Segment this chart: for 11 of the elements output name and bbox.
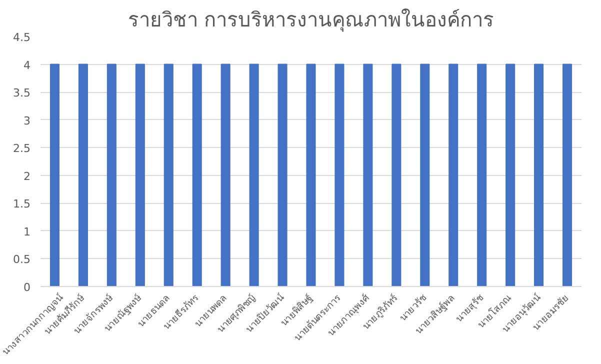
- y-tick-label: 2.5: [13, 142, 31, 156]
- y-tick-label: 0: [24, 281, 30, 294]
- y-tick-label: 4.5: [13, 31, 31, 44]
- y-tick-label: 0.5: [13, 253, 31, 266]
- chart-title: รายวิชา การบริหารงานคุณภาพในองค์การ: [128, 8, 494, 32]
- y-tick-label: 1.5: [13, 198, 31, 211]
- y-tick-label: 3.5: [13, 86, 31, 100]
- y-tick-label: 4: [24, 58, 30, 72]
- y-tick-label: 3: [24, 114, 30, 128]
- y-tick-label: 2: [24, 170, 30, 183]
- y-tick-label: 1: [24, 225, 30, 238]
